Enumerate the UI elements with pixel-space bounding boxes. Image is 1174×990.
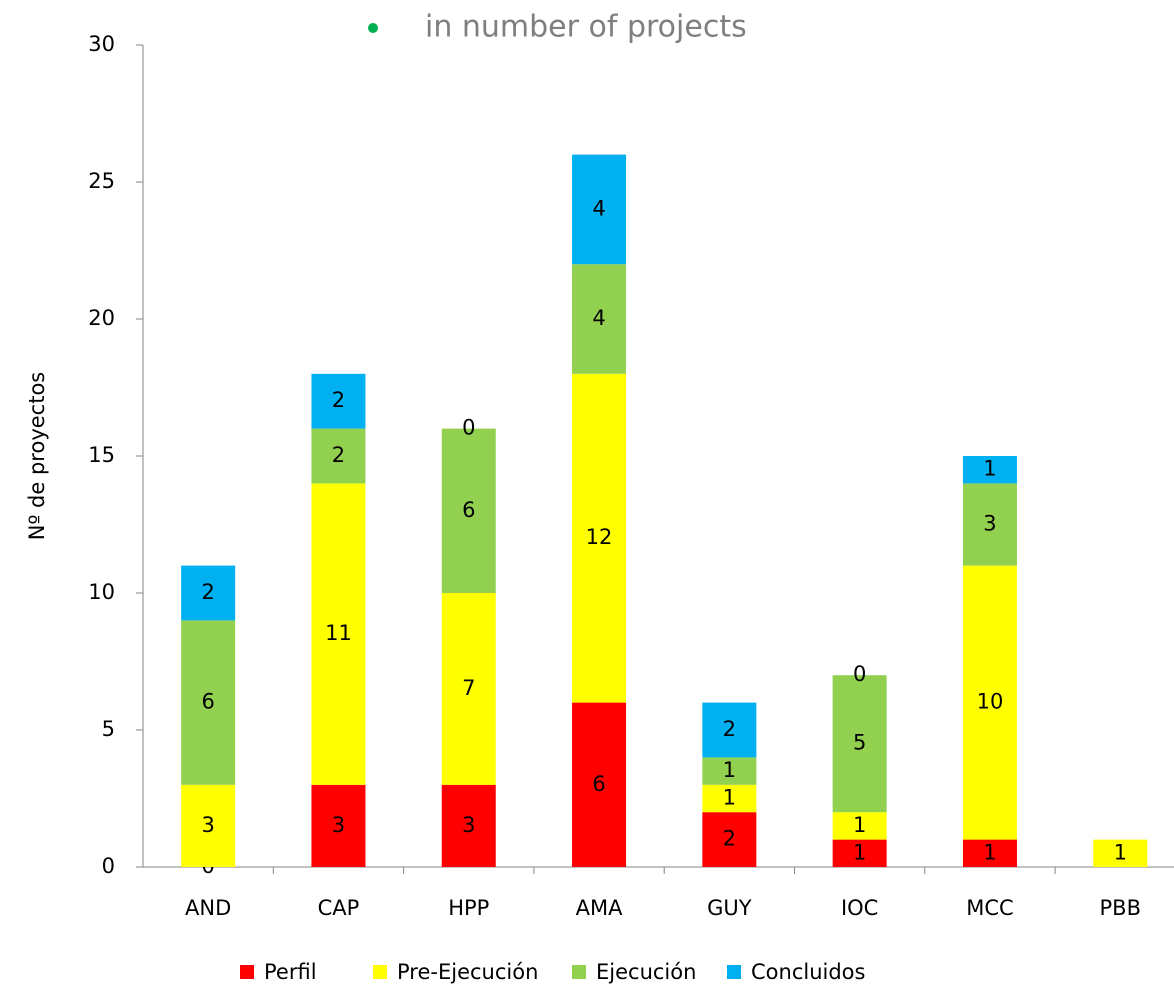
y-tick-label: 10 [88, 580, 115, 604]
data-label: 11 [325, 621, 352, 645]
data-label: 3 [462, 813, 475, 837]
bar-segment [702, 812, 757, 867]
x-tick-label: AMA [576, 896, 623, 920]
bar-segment [832, 812, 887, 840]
data-label: 4 [592, 196, 605, 220]
bar-segment [572, 264, 627, 374]
data-label: 5 [853, 731, 866, 755]
bar-segment [1093, 839, 1148, 867]
data-label: 0 [853, 662, 866, 686]
legend-swatch [240, 965, 254, 979]
bar-segment [962, 565, 1017, 840]
legend-label: Pre-Ejecución [397, 960, 538, 984]
bar-segment [311, 784, 366, 867]
data-label: 1 [853, 813, 866, 837]
bar-segment [832, 675, 887, 813]
x-tick-label: IOC [841, 896, 878, 920]
y-tick-label: 25 [88, 169, 115, 193]
bar-segment [572, 154, 627, 265]
y-tick-label: 0 [102, 854, 115, 878]
data-label: 6 [201, 690, 214, 714]
legend-label: Concluidos [751, 960, 865, 984]
data-label: 6 [462, 498, 475, 522]
data-label: 3 [201, 813, 214, 837]
x-tick-label: PBB [1100, 896, 1141, 920]
x-tick-label: HPP [448, 896, 489, 920]
bar-segment [441, 593, 496, 785]
data-label: 4 [592, 306, 605, 330]
bar-segment [181, 620, 236, 785]
bar-segment [572, 702, 627, 867]
bar-segment [441, 428, 496, 593]
bar-segment [702, 784, 757, 813]
bar-segment [962, 839, 1017, 867]
data-label: 3 [983, 512, 996, 536]
data-label: 3 [332, 813, 345, 837]
legend-swatch [572, 965, 586, 979]
data-label: 2 [723, 717, 736, 741]
data-label: 1 [983, 840, 996, 864]
legend-label: Perfil [264, 960, 317, 984]
legend-swatch [373, 965, 387, 979]
bar-segment [962, 456, 1017, 484]
data-label: 2 [201, 580, 214, 604]
bar-segment [832, 839, 887, 867]
data-label: 6 [592, 772, 605, 796]
data-label: 1 [983, 457, 996, 481]
bar-segment [311, 483, 366, 785]
bar-segment [702, 702, 757, 758]
data-label: 2 [332, 388, 345, 412]
bar-segment [572, 373, 627, 703]
data-label: 7 [462, 676, 475, 700]
bar-segment [441, 784, 496, 867]
title-bullet [368, 23, 378, 33]
bar-segment [181, 565, 236, 621]
y-tick-label: 20 [88, 306, 115, 330]
bar-segment [181, 784, 236, 867]
bar-segment [962, 483, 1017, 566]
legend-label: Ejecución [596, 960, 696, 984]
x-tick-label: AND [185, 896, 231, 920]
x-tick-label: CAP [318, 896, 360, 920]
data-label: 2 [332, 443, 345, 467]
y-tick-label: 15 [88, 443, 115, 467]
x-tick-label: GUY [707, 896, 752, 920]
data-label: 1 [723, 758, 736, 782]
data-label: 2 [723, 827, 736, 851]
bar-segment [311, 428, 366, 484]
bar-segment [702, 757, 757, 785]
y-tick-label: 30 [88, 32, 115, 56]
data-label: 1 [853, 840, 866, 864]
y-tick-label: 5 [102, 717, 115, 741]
bar-segment [311, 373, 366, 429]
y-axis-label: Nº de proyectos [25, 372, 49, 540]
data-label: 1 [1114, 840, 1127, 864]
data-label: 1 [723, 786, 736, 810]
data-label: 10 [977, 690, 1004, 714]
data-label: 0 [462, 416, 475, 440]
legend-swatch [727, 965, 741, 979]
data-label: 12 [586, 525, 613, 549]
chart-title: in number of projects [425, 10, 747, 45]
x-tick-label: MCC [966, 896, 1013, 920]
